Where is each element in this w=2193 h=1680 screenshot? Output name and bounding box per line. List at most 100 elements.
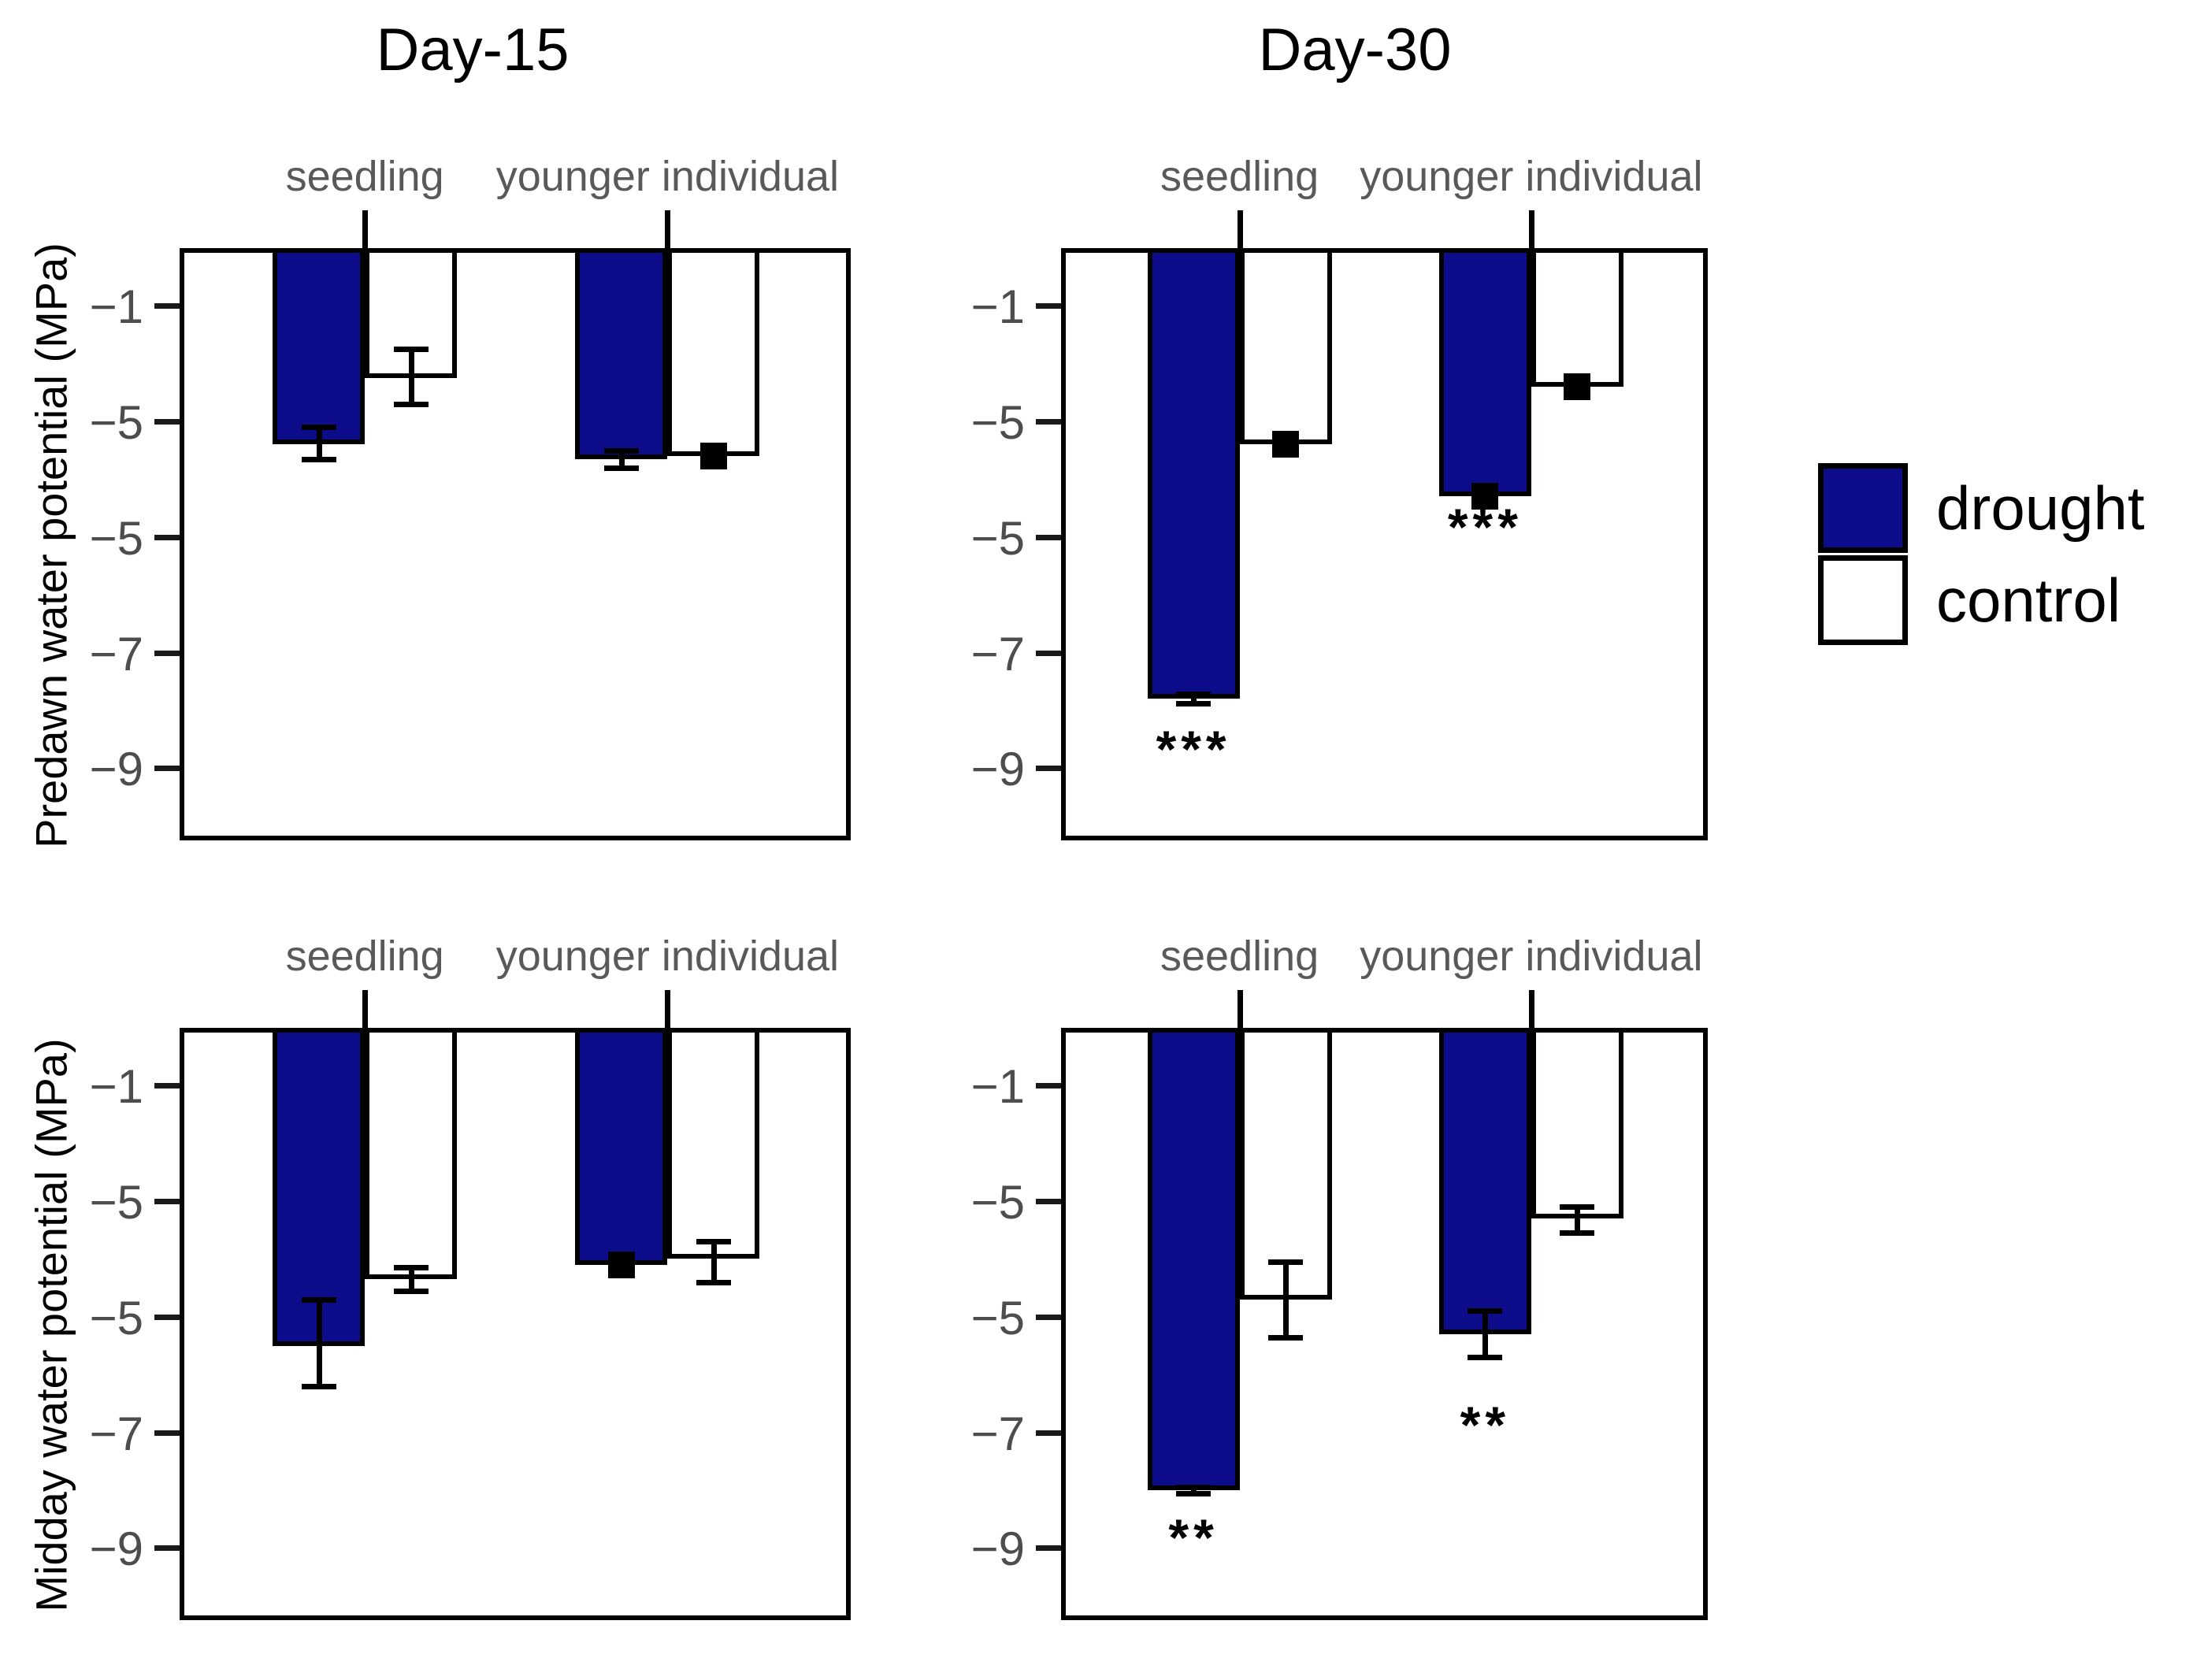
- y-tick-icon: [1036, 303, 1061, 310]
- error-bar-drought: [618, 450, 625, 468]
- y-tick-label-2: −5: [970, 511, 1025, 565]
- error-marker-drought: [1471, 483, 1499, 510]
- y-tick-label-1: −5: [89, 1176, 143, 1229]
- facet-tick-icon: [1528, 990, 1534, 1028]
- y-tick-label-2: −5: [970, 1291, 1025, 1344]
- y-tick-icon: [1036, 534, 1061, 540]
- facet-tick-icon: [1237, 210, 1243, 248]
- significance-stars: **: [1168, 1508, 1219, 1567]
- y-tick-label-4: −9: [970, 1522, 1025, 1576]
- error-bar-control: [408, 349, 414, 405]
- bar-predawn-day30-younger-drought: [1438, 248, 1531, 497]
- error-cap-bottom: [301, 456, 336, 462]
- y-tick-icon: [154, 1430, 180, 1436]
- error-cap-bottom: [603, 465, 639, 471]
- facet-label-predawn-day15-0: seedling: [285, 153, 444, 200]
- y-tick-icon: [1036, 1199, 1061, 1205]
- error-cap-bottom: [393, 402, 429, 408]
- bar-midday-day15-seedling-control: [365, 1028, 458, 1280]
- y-tick-icon: [1036, 1545, 1061, 1552]
- facet-tick-icon: [362, 210, 369, 248]
- error-cap-top: [393, 1265, 429, 1271]
- error-bar-control: [408, 1267, 414, 1291]
- facet-label-predawn-day30-1: younger individual: [1360, 153, 1703, 200]
- error-bar-drought: [316, 427, 322, 459]
- significance-stars: ***: [1447, 497, 1523, 556]
- y-tick-icon: [154, 419, 180, 425]
- y-tick-icon: [154, 534, 180, 540]
- error-bar-control: [1283, 1262, 1289, 1337]
- y-tick-label-4: −9: [89, 743, 143, 796]
- bar-predawn-day30-seedling-drought: [1147, 248, 1240, 699]
- y-tick-icon: [1036, 1083, 1061, 1089]
- significance-stars: **: [1460, 1396, 1511, 1455]
- error-cap-bottom: [1468, 1355, 1503, 1361]
- bar-midday-day30-seedling-control: [1239, 1028, 1332, 1300]
- error-cap-top: [393, 347, 429, 353]
- facet-tick-icon: [665, 990, 671, 1028]
- bar-midday-day30-seedling-drought: [1147, 1028, 1240, 1490]
- y-tick-icon: [154, 1314, 180, 1320]
- bar-predawn-day30-younger-control: [1531, 248, 1623, 388]
- facet-label-midday-day15-0: seedling: [285, 933, 444, 980]
- error-cap-top: [696, 1239, 731, 1245]
- error-bar-drought: [1191, 694, 1197, 704]
- column-title-day30: Day-30: [1258, 17, 1452, 83]
- error-cap-top: [1468, 1308, 1503, 1315]
- error-marker-drought: [607, 1251, 635, 1278]
- y-tick-label-3: −7: [970, 627, 1025, 681]
- control-swatch-icon: [1818, 555, 1908, 645]
- y-tick-label-0: −1: [89, 280, 143, 334]
- facet-label-midday-day15-1: younger individual: [495, 933, 840, 980]
- legend-label-drought: drought: [1936, 473, 2145, 543]
- error-cap-top: [603, 447, 639, 454]
- y-tick-label-4: −9: [970, 743, 1025, 796]
- bar-midday-day15-younger-drought: [575, 1028, 668, 1265]
- error-cap-bottom: [696, 1279, 731, 1285]
- error-cap-top: [301, 1296, 336, 1303]
- y-tick-icon: [154, 650, 180, 656]
- error-bar-control: [711, 1241, 717, 1282]
- facet-tick-icon: [362, 990, 369, 1028]
- error-cap-bottom: [393, 1288, 429, 1294]
- facet-label-predawn-day15-1: younger individual: [495, 153, 840, 200]
- error-marker-control: [699, 443, 727, 470]
- error-marker-control: [1564, 373, 1591, 401]
- error-cap-bottom: [1176, 1490, 1212, 1496]
- y-tick-icon: [154, 303, 180, 310]
- y-tick-label-0: −1: [89, 1060, 143, 1114]
- facet-label-predawn-day30-0: seedling: [1160, 153, 1319, 200]
- error-cap-top: [1268, 1259, 1304, 1266]
- facet-label-midday-day30-0: seedling: [1160, 933, 1319, 980]
- error-cap-bottom: [301, 1383, 336, 1389]
- error-bar-drought: [316, 1299, 322, 1386]
- drought-swatch-icon: [1818, 463, 1908, 553]
- bar-midday-day15-younger-control: [667, 1028, 760, 1259]
- y-tick-label-2: −5: [89, 1291, 143, 1344]
- y-tick-icon: [1036, 1314, 1061, 1320]
- y-tick-label-0: −1: [970, 1060, 1025, 1114]
- bar-predawn-day15-seedling-drought: [273, 248, 366, 445]
- y-tick-label-3: −7: [89, 1407, 143, 1460]
- y-tick-icon: [154, 1083, 180, 1089]
- bar-midday-day30-younger-drought: [1438, 1028, 1531, 1334]
- y-tick-label-4: −9: [89, 1522, 143, 1576]
- error-cap-bottom: [1268, 1334, 1304, 1341]
- error-cap-top: [1560, 1204, 1595, 1211]
- bar-predawn-day30-seedling-control: [1239, 248, 1332, 445]
- column-title-day15: Day-15: [376, 17, 570, 83]
- error-cap-bottom: [1176, 701, 1212, 707]
- bar-predawn-day15-younger-control: [667, 248, 760, 457]
- y-tick-icon: [1036, 766, 1061, 772]
- facet-tick-icon: [1237, 990, 1243, 1028]
- y-tick-icon: [1036, 419, 1061, 425]
- error-cap-top: [301, 425, 336, 431]
- facet-tick-icon: [1528, 210, 1534, 248]
- y-tick-label-1: −5: [89, 396, 143, 450]
- error-bar-control: [1575, 1207, 1581, 1233]
- y-tick-label-3: −7: [89, 627, 143, 681]
- y-tick-label-1: −5: [970, 1176, 1025, 1229]
- error-cap-top: [1176, 1485, 1212, 1491]
- y-tick-label-1: −5: [970, 396, 1025, 450]
- significance-stars: ***: [1156, 720, 1231, 779]
